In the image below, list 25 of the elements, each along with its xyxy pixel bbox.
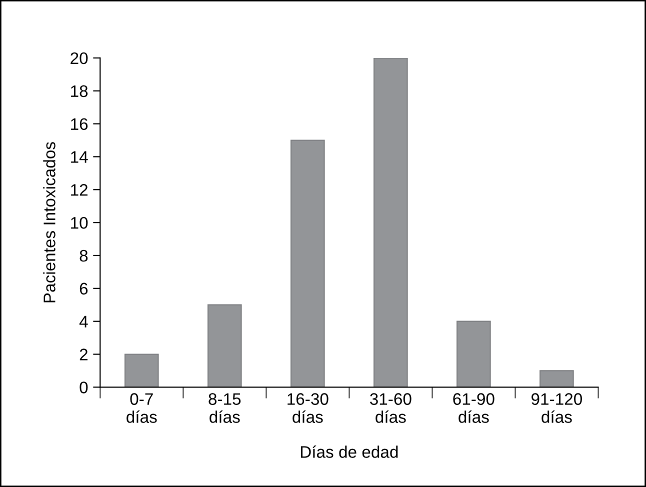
x-tick-label: 16-30 días [288,393,328,423]
y-tick-label: 12 [71,184,88,196]
x-tick-label: 0-7 días [126,393,157,423]
y-tick-label: 14 [71,151,88,163]
y-tick-label: 0 [80,382,88,394]
x-tick-label: 8-15 días [208,393,241,423]
y-tick-label: 18 [71,85,88,98]
x-tick-label: 61-90 días [453,393,494,423]
y-tick-label: 16 [71,118,88,130]
y-tick-label: 6 [80,282,88,295]
x-tick-label: 91-120 días [532,393,582,423]
x-axis-title: Días de edad [300,445,398,458]
bar [456,320,491,388]
bar [540,370,574,388]
bar [207,304,242,388]
y-tick-label: 10 [71,216,88,229]
y-tick-label: 2 [80,348,88,360]
bar [374,58,408,388]
bar [124,354,159,388]
y-tick-label: 20 [70,52,88,64]
y-axis-title: Pacientes Intoxicados [43,142,56,302]
bar [290,140,325,388]
x-tick-label: 31-60 días [370,393,412,423]
y-tick-label: 4 [79,316,88,328]
y-tick-label: 8 [80,250,88,262]
